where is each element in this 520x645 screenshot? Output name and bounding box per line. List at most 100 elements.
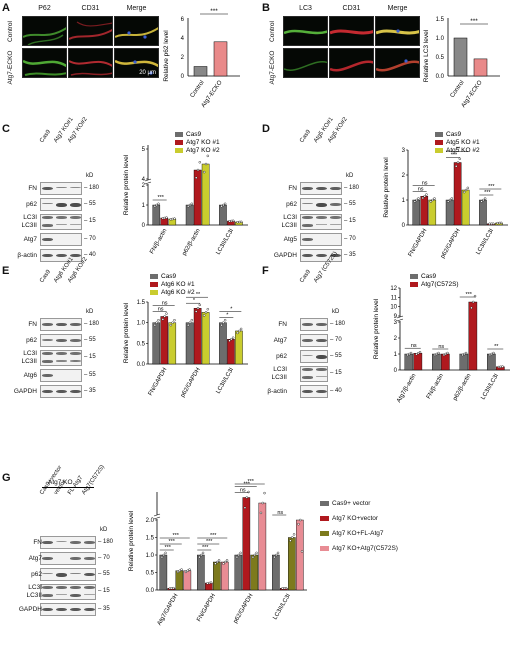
ylabel: Relative protein level (123, 154, 130, 215)
protein-band (330, 253, 341, 258)
category-label: p62/β-actin (182, 228, 202, 257)
data-point (429, 200, 433, 203)
bar-atg7-ecko (473, 58, 488, 77)
protein-band (42, 594, 53, 597)
blot-protein-label: GAPDH (13, 387, 37, 395)
legend-swatch (320, 530, 329, 536)
data-point (204, 162, 208, 166)
bar (404, 353, 414, 371)
data-point (259, 511, 263, 515)
data-point (216, 560, 219, 564)
bar (193, 308, 202, 365)
protein-band (56, 338, 67, 342)
sig-label: ns (422, 180, 428, 186)
legend-label: Atg5 KO #1 (446, 139, 480, 146)
legend-label: Atg7 KO+Atg7(C572S) (332, 545, 398, 552)
axis-break-mark (144, 181, 152, 185)
legend-label: Atg7 KO #1 (186, 139, 220, 146)
data-point (238, 329, 241, 333)
legend-swatch (150, 274, 158, 279)
axis-break (397, 317, 403, 321)
data-point (480, 200, 483, 203)
protein-band (56, 216, 67, 219)
protein-band (42, 216, 53, 219)
a-header-2: CD31 (81, 5, 100, 12)
blot-strip (300, 350, 328, 363)
data-point (172, 586, 175, 590)
b-header-3: Merge (387, 5, 408, 12)
protein-band (70, 360, 81, 362)
legend-item: Atg7 KO+FL-Atg7 (320, 530, 398, 537)
protein-band (56, 540, 67, 542)
panel-a-label: A (2, 2, 10, 14)
data-point (220, 323, 223, 327)
data-point (163, 315, 166, 318)
panel-b-label: B (262, 2, 270, 14)
blot-protein-label: LC3I (23, 214, 37, 221)
bar (152, 204, 161, 226)
data-point (173, 217, 176, 220)
chart-f: Relative protein level01239101112Atg7/β-… (373, 273, 510, 404)
data-point (222, 562, 225, 565)
sig-label: ns (158, 306, 164, 312)
blot-protein-label: Atg7 (273, 336, 287, 344)
axis-break-mark (396, 315, 404, 319)
legend-label: Atg6 KO #2 (161, 289, 195, 296)
data-point (161, 318, 165, 321)
y-tick-label: 1.5 (146, 536, 155, 542)
data-point (253, 553, 256, 557)
protein-band (42, 186, 53, 191)
category-label: p62/GAPDH (440, 228, 462, 260)
bar (441, 353, 450, 371)
data-point (433, 353, 437, 357)
bar (219, 204, 227, 226)
sig-label: * (226, 313, 229, 319)
protein-band (302, 237, 313, 241)
data-point (206, 308, 210, 311)
protein-band (302, 354, 313, 356)
blot-strip (300, 334, 328, 347)
data-point (454, 165, 458, 168)
bar (242, 497, 251, 591)
legend-item: Atg7 KO+Atg7(C572S) (320, 545, 398, 552)
data-point (157, 202, 160, 206)
data-point (231, 219, 235, 222)
data-point (472, 300, 475, 304)
bar (201, 163, 210, 226)
data-point (470, 306, 473, 310)
legend-g: Cas9+ vector Atg7 KO+vector Atg7 KO+FL-Atg… (320, 500, 398, 560)
kd-marker: – 55 (84, 336, 96, 343)
g-group-line (42, 487, 94, 488)
data-point (458, 157, 462, 160)
data-point (251, 555, 255, 559)
blot-protein-label: FN (278, 320, 287, 328)
panel-g-label: G (2, 472, 11, 484)
y-tick-label: 1 (142, 203, 146, 209)
bar (201, 312, 210, 365)
protein-band (42, 338, 53, 341)
sig-label: *** (210, 533, 217, 539)
protein-band (42, 224, 53, 227)
y-tick-label: 0 (394, 368, 398, 374)
kd-header: kD (346, 173, 354, 179)
data-point (222, 321, 225, 324)
kd-marker: – 180 (84, 320, 100, 327)
panel-f-label: F (262, 265, 269, 277)
chart-d: Relative protein level 0 1 2 3 FN/GAPDH p62/GA… (383, 131, 508, 260)
y-tick-label: 0 (142, 223, 146, 229)
axis-break (154, 515, 160, 519)
legend-swatch (320, 500, 329, 506)
micrograph (329, 48, 374, 78)
data-point (300, 550, 304, 553)
protein-band (70, 338, 81, 342)
protein-band (302, 216, 313, 219)
y-tick-label: 4 (142, 177, 146, 183)
chart-b: Relative LC3 level 0.0 0.5 1.0 1.5 *** C… (423, 17, 500, 109)
legend-label: Atg7 KO+vector (332, 515, 379, 522)
legend-swatch (410, 274, 418, 279)
protein-band (70, 594, 81, 597)
data-point (261, 501, 264, 505)
blot-protein-label: p62 (286, 200, 297, 208)
micrograph (68, 16, 113, 46)
blot-protein-label: Atg7 (28, 554, 42, 562)
